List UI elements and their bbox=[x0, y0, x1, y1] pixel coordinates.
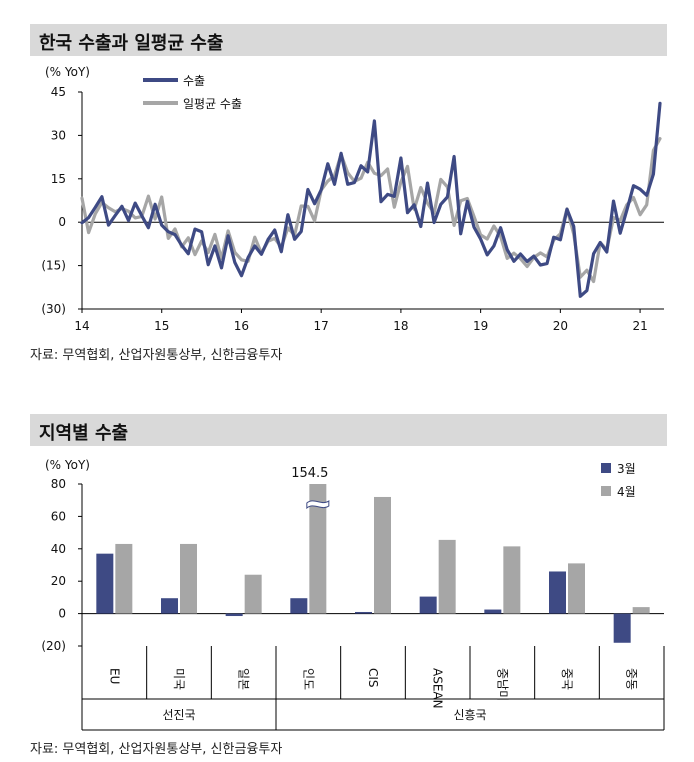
bar-중국-3월 bbox=[549, 571, 566, 614]
bar-ASEAN-4월 bbox=[438, 539, 456, 614]
bar-y-tick-label: 40 bbox=[51, 542, 66, 556]
bar-일본-3월 bbox=[225, 613, 243, 617]
bar-중남미-3월 bbox=[484, 609, 502, 614]
line-legend-label: 일평균 수출 bbox=[183, 97, 242, 111]
bar-y-tick-label: 80 bbox=[51, 477, 66, 491]
bar-인도-4월 bbox=[309, 484, 327, 614]
line-x-tick-label: 21 bbox=[632, 319, 647, 333]
bar-chart-source: 자료: 무역협회, 산업자원통상부, 신한금융투자 bbox=[30, 742, 283, 757]
bar-legend-label: 4월 bbox=[617, 485, 636, 499]
line-x-tick-label: 17 bbox=[314, 319, 329, 333]
bar-중동-4월 bbox=[632, 607, 650, 614]
bar-category-label: 중동 bbox=[625, 668, 639, 690]
bar-CIS-4월 bbox=[374, 496, 391, 614]
bar-clipped-value-label: 154.5 bbox=[291, 466, 328, 481]
bar-legend-swatch bbox=[601, 463, 611, 473]
line-y-unit-label: (% YoY) bbox=[45, 65, 90, 79]
bar-category-label: 중남미 bbox=[495, 668, 509, 701]
line-series-daily-avg-export bbox=[80, 137, 662, 284]
bar-legend-label: 3월 bbox=[617, 462, 636, 476]
bar-미국-4월 bbox=[180, 543, 197, 614]
bar-y-tick-label: 0 bbox=[58, 607, 66, 621]
bar-axis-break-marker bbox=[306, 500, 330, 510]
bar-category-label: EU bbox=[107, 668, 121, 684]
line-x-tick-label: 20 bbox=[553, 319, 568, 333]
bar-CIS-3월 bbox=[355, 611, 372, 614]
line-chart-source: 자료: 무역협회, 산업자원통상부, 신한금융투자 bbox=[30, 348, 283, 363]
bar-미국-3월 bbox=[161, 598, 178, 614]
bar-ASEAN-3월 bbox=[419, 596, 437, 614]
line-x-tick-label: 16 bbox=[234, 319, 249, 333]
line-x-tick-label: 14 bbox=[74, 319, 89, 333]
line-y-tick-label: 45 bbox=[51, 85, 66, 99]
line-x-tick-label: 15 bbox=[154, 319, 169, 333]
line-legend-label: 수출 bbox=[183, 74, 205, 88]
bar-중남미-4월 bbox=[503, 546, 521, 614]
bar-legend-swatch bbox=[601, 486, 611, 496]
bar-y-tick-label: 20 bbox=[51, 574, 66, 588]
bar-인도-3월 bbox=[290, 598, 308, 614]
bar-일본-4월 bbox=[244, 574, 262, 614]
line-chart-title: 한국 수출과 일평균 수출 bbox=[39, 33, 224, 54]
line-y-tick-label: (15) bbox=[41, 259, 66, 273]
line-chart: (% YoY) 45 30 15 0 (15) (30) 14 15 16 17 18 19 20 21 수출… bbox=[41, 65, 664, 333]
bar-y-tick-label: 60 bbox=[51, 509, 66, 523]
bar-중동-3월 bbox=[613, 613, 631, 643]
line-series-export bbox=[80, 101, 662, 298]
bar-category-label: 인도 bbox=[301, 668, 315, 690]
bar-중국-4월 bbox=[568, 563, 585, 614]
bar-EU-3월 bbox=[96, 553, 114, 614]
line-y-tick-label: 30 bbox=[51, 128, 66, 142]
bar-category-label: 일본 bbox=[237, 668, 251, 690]
line-chart-title-bar: 한국 수출과 일평균 수출 bbox=[30, 24, 667, 56]
line-x-tick-label: 18 bbox=[393, 319, 408, 333]
line-y-tick-label: (30) bbox=[41, 302, 66, 316]
line-x-tick-label: 19 bbox=[473, 319, 488, 333]
bar-group-label: 선진국 bbox=[162, 708, 195, 722]
bar-EU-4월 bbox=[115, 543, 133, 614]
bar-y-unit-label: (% YoY) bbox=[45, 458, 90, 472]
line-y-tick-label: 0 bbox=[58, 215, 66, 229]
bar-chart-title: 지역별 수출 bbox=[39, 423, 129, 444]
line-y-tick-label: 15 bbox=[51, 172, 66, 186]
bar-category-label: ASEAN bbox=[431, 668, 445, 709]
bar-category-label: 미국 bbox=[172, 668, 186, 690]
bar-category-label: CIS bbox=[366, 668, 380, 688]
bar-chart-title-bar: 지역별 수출 bbox=[30, 414, 667, 446]
bar-group-label: 신흥국 bbox=[453, 708, 486, 722]
bar-category-label: 중국 bbox=[560, 668, 574, 690]
bar-chart: (% YoY) 80 60 40 20 0 (20) EU 미국 일본 인도 CIS ASEAN 중남미 중… bbox=[41, 458, 665, 731]
bar-y-tick-label: (20) bbox=[41, 639, 66, 653]
